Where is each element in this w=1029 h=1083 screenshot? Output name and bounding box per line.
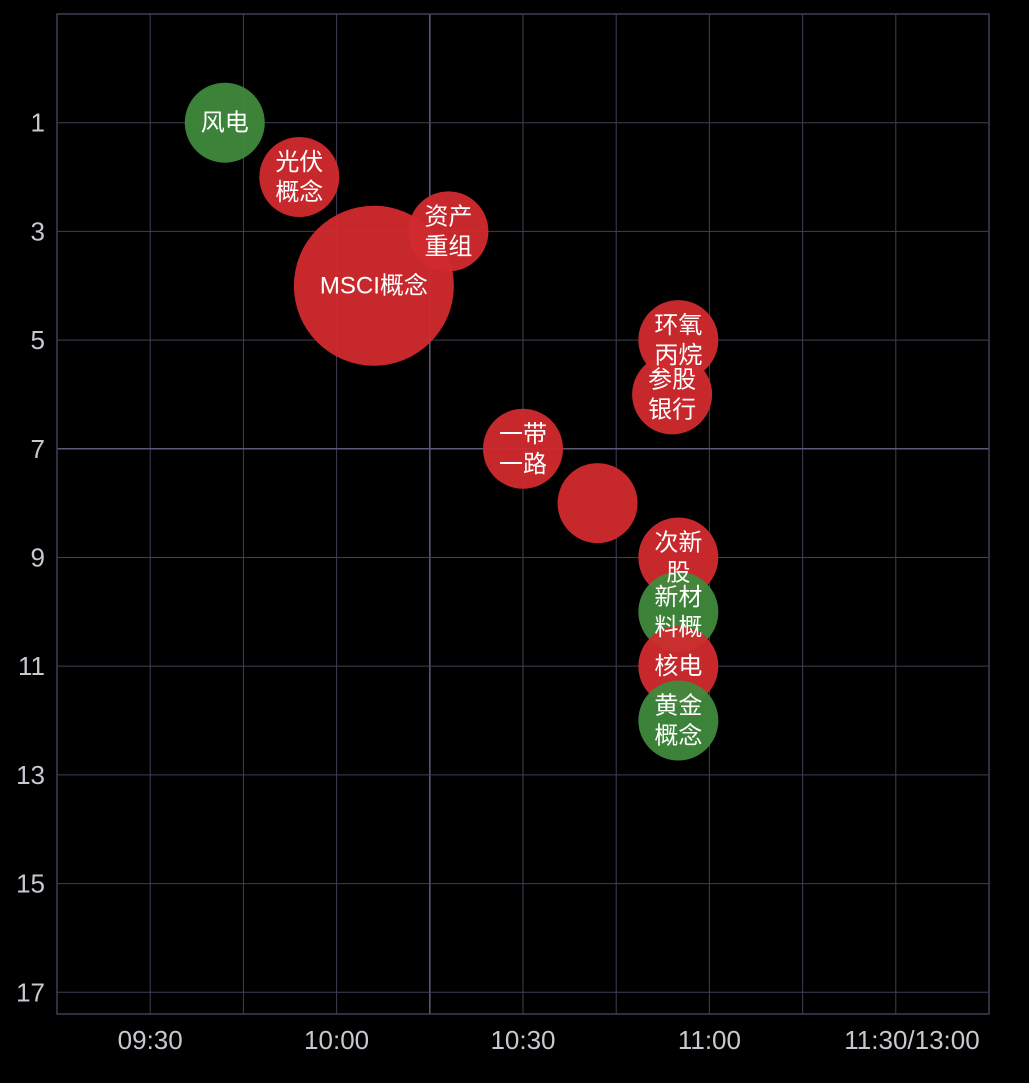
x-tick-label: 11:00 xyxy=(678,1025,741,1055)
bubble-label-line: 参股 xyxy=(648,366,696,393)
x-tick-label: 10:30 xyxy=(490,1025,555,1055)
bubble-label-line: 一带 xyxy=(499,421,547,448)
bubble xyxy=(483,408,563,489)
plot-frame xyxy=(56,13,990,1015)
bubble-label: 新材料概 xyxy=(654,584,702,641)
bubble-label-line: 环氧 xyxy=(654,312,702,339)
bubble-label-line: 股 xyxy=(666,559,690,586)
x-tick-label: 11:30/13:00 xyxy=(844,1025,979,1055)
bubble-label-line: 料概 xyxy=(654,614,702,641)
bubble-label-line: 丙烷 xyxy=(654,342,702,369)
bubble-label-line: 银行 xyxy=(648,396,696,423)
bubble-label-line: 概念 xyxy=(275,179,323,206)
bubble-label: 参股银行 xyxy=(648,366,696,423)
bubble xyxy=(632,354,713,435)
y-tick-label: 9 xyxy=(31,542,45,572)
bubble-label: MSCI概念 xyxy=(320,273,428,300)
bubble-label-line: 重组 xyxy=(424,233,472,260)
bubble xyxy=(259,137,340,218)
y-tick-label: 15 xyxy=(16,869,45,899)
bubble-label-line: 次新 xyxy=(654,529,702,556)
bubble xyxy=(184,82,265,163)
bubble-label-line: 风电 xyxy=(201,110,249,137)
x-tick-label: 09:30 xyxy=(118,1025,183,1055)
bubble-label-line: MSCI概念 xyxy=(320,273,428,300)
bubble-label: 核电 xyxy=(654,653,702,680)
bubble-label-line: 黄金 xyxy=(654,693,702,720)
bubble-label-line: 概念 xyxy=(654,723,702,750)
y-tick-label: 5 xyxy=(31,325,45,355)
bubble-label-line: 核电 xyxy=(654,653,702,680)
bubble-label-line: 光伏 xyxy=(275,149,323,176)
y-tick-label: 11 xyxy=(18,651,45,681)
x-tick-label: 10:00 xyxy=(304,1025,369,1055)
bubble-label: 资产重组 xyxy=(424,203,472,260)
bubble xyxy=(557,463,638,544)
bubble-label: 光伏概念 xyxy=(275,149,323,206)
bubble-label: 一带一路 xyxy=(499,421,547,478)
y-tick-label: 7 xyxy=(31,434,45,464)
y-tick-label: 17 xyxy=(16,977,45,1007)
bubble-label-line: 资产 xyxy=(424,203,472,230)
bubble-label: 黄金概念 xyxy=(654,693,702,750)
y-tick-label: 13 xyxy=(16,760,45,790)
bubble xyxy=(293,205,454,366)
bubble-label-line: 一路 xyxy=(499,451,547,478)
bubble-label: 环氧丙烷 xyxy=(654,312,702,369)
bubbles xyxy=(184,82,719,761)
bubble-label: 风电 xyxy=(201,110,249,137)
bubble-label: 次新股 xyxy=(654,529,702,586)
bubble-label-line: 新材 xyxy=(654,584,702,611)
y-tick-label: 3 xyxy=(31,216,45,246)
y-tick-label: 1 xyxy=(31,108,45,138)
bubble xyxy=(638,680,719,761)
bubble-labels: 风电光伏概念资产重组MSCI概念环氧丙烷参股银行一带一路次新股新材料概核电黄金概… xyxy=(201,110,703,750)
